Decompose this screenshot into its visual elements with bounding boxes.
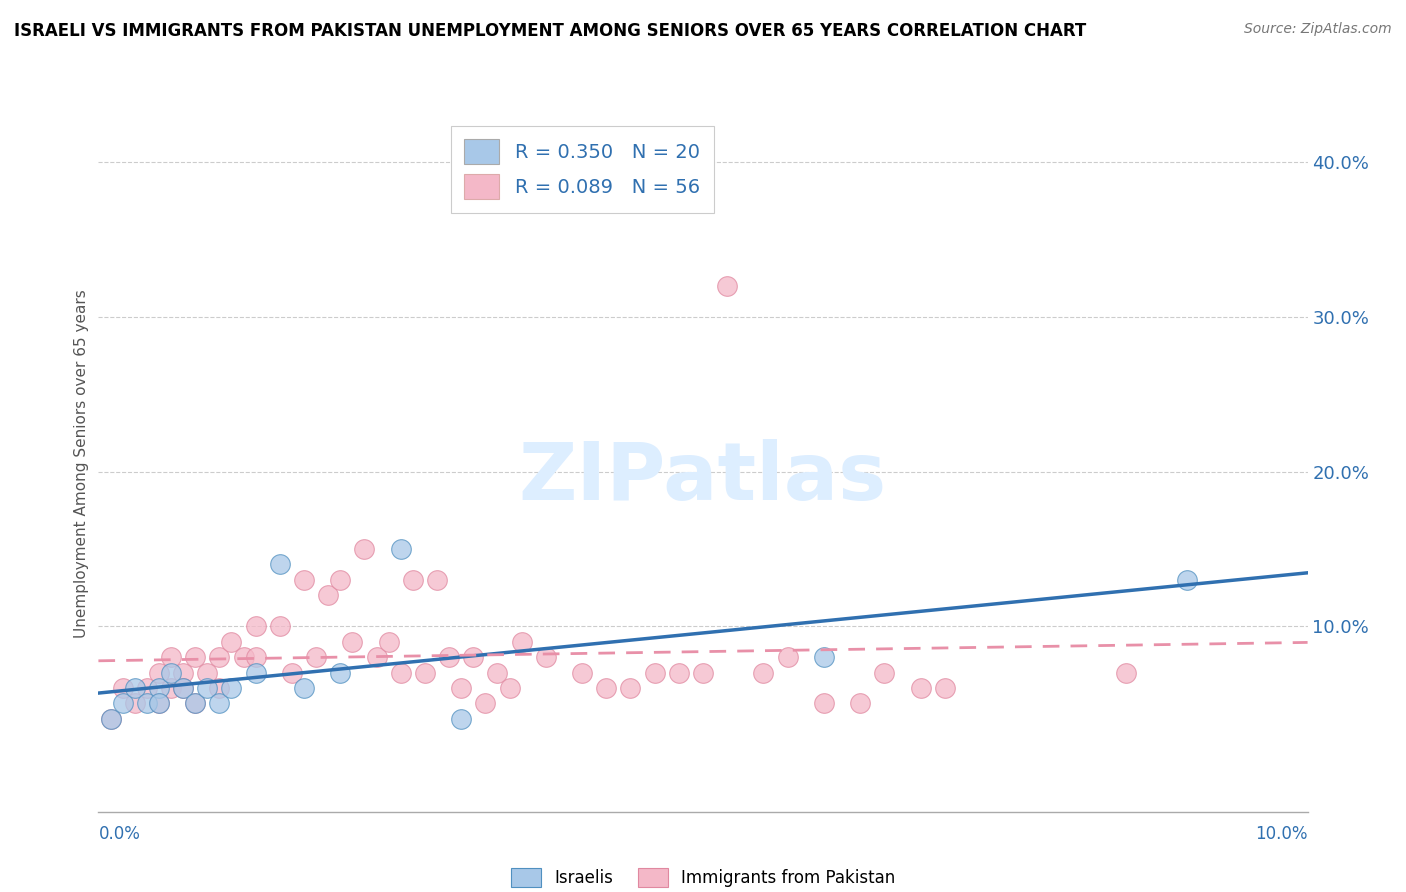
Legend: Israelis, Immigrants from Pakistan: Israelis, Immigrants from Pakistan xyxy=(503,862,903,892)
Point xyxy=(160,681,183,695)
Point xyxy=(813,650,835,665)
Point xyxy=(148,697,170,711)
Point xyxy=(111,697,134,711)
Point xyxy=(437,650,460,665)
Point xyxy=(619,681,641,695)
Point xyxy=(292,573,315,587)
Point xyxy=(813,697,835,711)
Point xyxy=(135,697,157,711)
Point xyxy=(450,712,472,726)
Point xyxy=(221,681,243,695)
Point xyxy=(450,681,472,695)
Point xyxy=(208,697,231,711)
Point xyxy=(269,619,291,633)
Point xyxy=(148,681,170,695)
Point xyxy=(692,665,714,680)
Point xyxy=(316,588,339,602)
Point xyxy=(873,665,896,680)
Point xyxy=(195,681,218,695)
Point xyxy=(245,619,267,633)
Point xyxy=(668,665,690,680)
Point xyxy=(934,681,956,695)
Point xyxy=(534,650,557,665)
Point xyxy=(486,665,509,680)
Point xyxy=(245,665,267,680)
Point xyxy=(776,650,799,665)
Point xyxy=(245,650,267,665)
Point xyxy=(752,665,775,680)
Point xyxy=(208,650,231,665)
Point xyxy=(389,665,412,680)
Point xyxy=(269,558,291,572)
Point xyxy=(716,279,738,293)
Point xyxy=(1115,665,1137,680)
Point xyxy=(221,634,243,648)
Point xyxy=(292,681,315,695)
Point xyxy=(389,541,412,556)
Point xyxy=(342,634,364,648)
Point xyxy=(232,650,254,665)
Point xyxy=(595,681,617,695)
Point xyxy=(184,650,207,665)
Point xyxy=(510,634,533,648)
Point xyxy=(124,681,146,695)
Text: Source: ZipAtlas.com: Source: ZipAtlas.com xyxy=(1244,22,1392,37)
Point xyxy=(329,573,352,587)
Point xyxy=(281,665,304,680)
Text: ISRAELI VS IMMIGRANTS FROM PAKISTAN UNEMPLOYMENT AMONG SENIORS OVER 65 YEARS COR: ISRAELI VS IMMIGRANTS FROM PAKISTAN UNEM… xyxy=(14,22,1087,40)
Point xyxy=(366,650,388,665)
Point xyxy=(172,665,194,680)
Point xyxy=(148,665,170,680)
Text: 10.0%: 10.0% xyxy=(1256,825,1308,843)
Point xyxy=(377,634,399,648)
Text: 0.0%: 0.0% xyxy=(98,825,141,843)
Point xyxy=(160,650,183,665)
Point xyxy=(195,665,218,680)
Point xyxy=(353,541,375,556)
Point xyxy=(426,573,449,587)
Point xyxy=(184,697,207,711)
Point xyxy=(474,697,496,711)
Point xyxy=(111,681,134,695)
Point xyxy=(124,697,146,711)
Y-axis label: Unemployment Among Seniors over 65 years: Unemployment Among Seniors over 65 years xyxy=(75,290,89,638)
Point xyxy=(305,650,328,665)
Point xyxy=(100,712,122,726)
Point xyxy=(184,697,207,711)
Point xyxy=(571,665,593,680)
Point xyxy=(498,681,520,695)
Point xyxy=(172,681,194,695)
Point xyxy=(910,681,932,695)
Point xyxy=(135,681,157,695)
Point xyxy=(148,697,170,711)
Point xyxy=(849,697,872,711)
Point xyxy=(172,681,194,695)
Point xyxy=(160,665,183,680)
Point xyxy=(413,665,436,680)
Point xyxy=(402,573,425,587)
Point xyxy=(208,681,231,695)
Point xyxy=(1175,573,1198,587)
Point xyxy=(329,665,352,680)
Point xyxy=(100,712,122,726)
Text: ZIPatlas: ZIPatlas xyxy=(519,439,887,516)
Point xyxy=(644,665,666,680)
Point xyxy=(463,650,485,665)
